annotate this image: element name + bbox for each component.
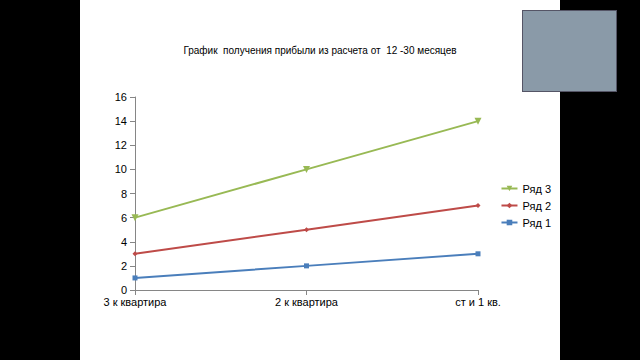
svg-text:Ряд 3: Ряд 3 <box>522 183 551 195</box>
svg-text:0: 0 <box>121 284 127 296</box>
svg-text:2: 2 <box>121 260 127 272</box>
svg-text:График получения прибыли из р: График получения прибыли из расчета от 1… <box>183 45 456 56</box>
svg-text:10: 10 <box>115 163 127 175</box>
svg-text:6: 6 <box>121 212 127 224</box>
svg-text:14: 14 <box>115 115 127 127</box>
svg-text:4: 4 <box>121 236 127 248</box>
svg-text:12: 12 <box>115 139 127 151</box>
svg-text:ст и 1 кв.: ст и 1 кв. <box>455 296 501 308</box>
svg-text:Ряд 2: Ряд 2 <box>522 200 551 212</box>
svg-text:16: 16 <box>115 91 127 103</box>
svg-text:3 к квартира: 3 к квартира <box>104 296 168 308</box>
svg-text:2 к квартира: 2 к квартира <box>275 296 339 308</box>
svg-text:8: 8 <box>121 188 127 200</box>
svg-text:Ряд 1: Ряд 1 <box>522 217 551 229</box>
